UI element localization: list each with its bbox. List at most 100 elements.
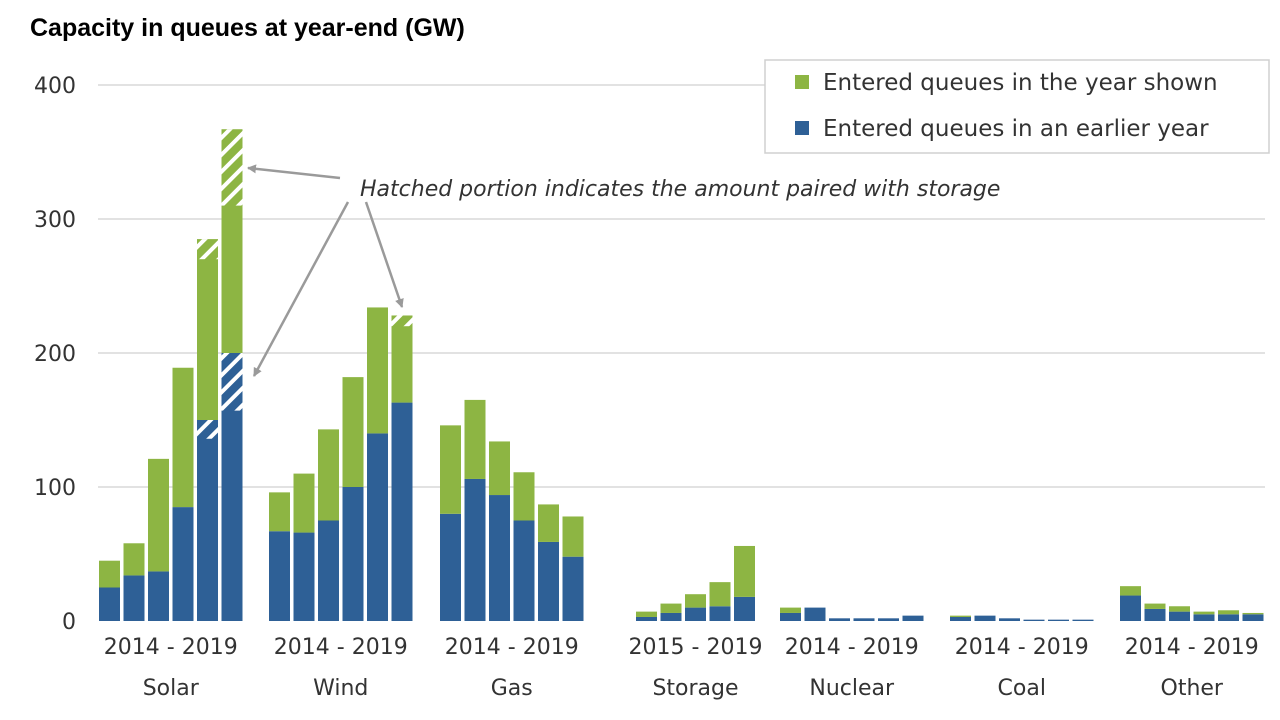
bar-earlier	[538, 541, 559, 621]
bar-shown-hatched	[197, 239, 218, 260]
bar-shown	[197, 239, 218, 420]
y-axis: 0 100 200 300 400	[34, 74, 76, 635]
bars	[99, 129, 1264, 621]
bar-earlier	[1072, 619, 1094, 621]
bar-earlier	[709, 606, 731, 621]
bar-earlier	[1242, 614, 1264, 621]
legend: Entered queues in the year shown Entered …	[764, 59, 1270, 154]
x-category-label: Nuclear	[809, 676, 895, 701]
bar-earlier	[660, 612, 682, 621]
bar-earlier-hatched	[221, 353, 243, 411]
bar-shown	[1169, 606, 1190, 612]
x-category-label: Solar	[143, 676, 200, 701]
bar-earlier	[489, 495, 510, 621]
bar-shown	[464, 399, 486, 479]
bar-shown	[1242, 612, 1264, 615]
x-category-label: Other	[1161, 676, 1224, 701]
x-category-label: Wind	[313, 676, 368, 701]
bar-earlier	[999, 618, 1020, 621]
bar-earlier	[950, 616, 971, 621]
bar-shown	[780, 607, 801, 613]
x-category-label: Gas	[491, 676, 533, 701]
bar-earlier	[685, 607, 706, 621]
bar-earlier	[172, 507, 194, 621]
bar-earlier	[853, 618, 875, 621]
gridlines	[98, 84, 1265, 488]
bar-earlier	[1218, 614, 1239, 621]
chart-title: Capacity in queues at year-end (GW)	[30, 14, 465, 42]
bar-shown	[1193, 611, 1215, 615]
bar-earlier	[1193, 614, 1215, 621]
y-tick-label: 300	[34, 208, 76, 233]
legend-box	[764, 59, 1270, 154]
bar-shown	[660, 603, 682, 613]
annotation-arrow	[252, 201, 350, 377]
bar-shown	[489, 441, 510, 496]
bar-earlier	[1144, 608, 1166, 621]
bar-earlier	[293, 532, 315, 621]
bar-earlier	[123, 575, 145, 621]
y-tick-label: 0	[62, 610, 76, 635]
bar-earlier	[974, 615, 996, 621]
bar-earlier	[734, 596, 755, 621]
bar-shown	[538, 504, 559, 542]
bar-earlier	[221, 353, 243, 621]
bar-shown	[172, 367, 194, 508]
bar-earlier	[902, 615, 924, 621]
bar-earlier	[1048, 619, 1069, 621]
x-group-years-label: 2014 - 2019	[785, 635, 919, 660]
bar-earlier	[1169, 611, 1190, 621]
bar-earlier	[562, 556, 584, 621]
legend-label: Entered queues in an earlier year	[823, 116, 1209, 142]
bar-shown	[293, 473, 315, 533]
bar-earlier	[878, 618, 899, 621]
bar-shown	[99, 560, 120, 588]
bar-earlier	[829, 618, 850, 621]
bar-earlier	[513, 520, 535, 621]
x-category-label: Coal	[998, 676, 1046, 701]
bar-shown	[391, 315, 413, 403]
annotation: Hatched portion indicates the amount pai…	[247, 164, 1000, 377]
bar-earlier	[342, 487, 364, 621]
bar-earlier	[440, 513, 461, 621]
legend-swatch	[795, 75, 809, 89]
bar-earlier	[148, 571, 169, 621]
x-group-years-label: 2014 - 2019	[955, 635, 1089, 660]
bar-earlier	[780, 612, 801, 621]
annotation-arrow	[247, 164, 341, 180]
x-group-years-label: 2014 - 2019	[1125, 635, 1259, 660]
bar-shown	[148, 458, 169, 572]
bar-earlier-hatched	[197, 420, 218, 439]
x-group-years-label: 2014 - 2019	[274, 635, 408, 660]
bar-shown	[636, 611, 657, 617]
x-axis: 2014 - 2019 Solar 2014 - 2019 Wind 2014 - 20…	[104, 635, 1259, 701]
x-group-years-label: 2014 - 2019	[445, 635, 579, 660]
bar-shown	[1218, 610, 1239, 615]
bar-earlier	[269, 531, 290, 621]
y-tick-label: 100	[34, 476, 76, 501]
bar-shown	[1144, 603, 1166, 609]
x-category-label: Storage	[652, 676, 738, 701]
bar-shown	[440, 425, 461, 514]
bar-shown	[685, 594, 706, 608]
bar-shown	[1120, 586, 1141, 596]
bar-earlier	[636, 616, 657, 621]
bar-earlier	[99, 587, 120, 621]
y-tick-label: 400	[34, 74, 76, 99]
bar-earlier	[318, 520, 339, 621]
x-group-years-label: 2014 - 2019	[104, 635, 238, 660]
bar-shown-hatched	[391, 315, 413, 327]
bar-shown	[367, 307, 388, 434]
annotation-text: Hatched portion indicates the amount pai…	[360, 177, 1000, 202]
bar-shown	[123, 543, 145, 576]
y-tick-label: 200	[34, 342, 76, 367]
annotation-arrow	[364, 201, 404, 308]
bar-shown	[342, 377, 364, 487]
bar-earlier	[1120, 595, 1141, 621]
legend-label: Entered queues in the year shown	[823, 70, 1218, 96]
bar-earlier	[391, 402, 413, 621]
bar-shown	[734, 545, 755, 597]
bar-earlier	[367, 433, 388, 621]
bar-earlier	[197, 420, 218, 621]
